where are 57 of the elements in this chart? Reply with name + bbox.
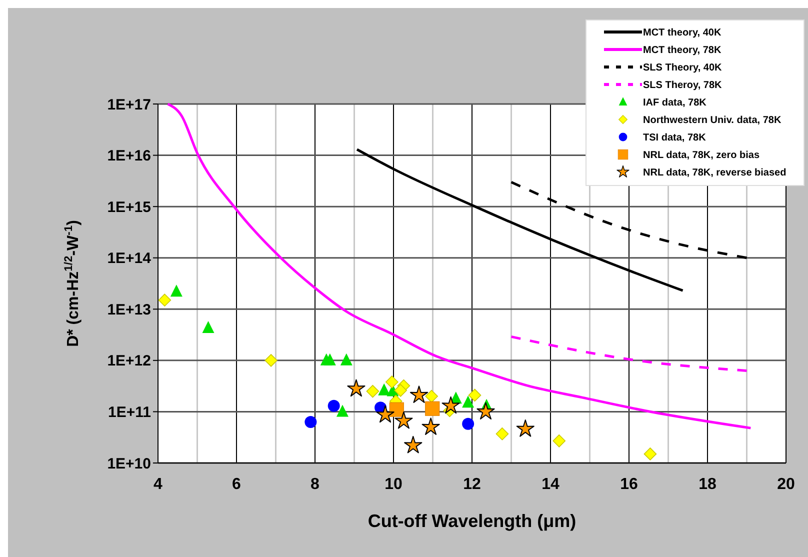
point xyxy=(324,353,336,366)
point xyxy=(462,418,474,430)
y-tick-label: 1E+12 xyxy=(107,352,151,370)
x-tick-label: 10 xyxy=(384,476,402,493)
point xyxy=(340,353,352,366)
y-tick-label: 1E+14 xyxy=(107,250,152,268)
x-tick-label: 20 xyxy=(777,476,795,493)
point xyxy=(386,376,398,388)
point xyxy=(328,400,340,412)
point xyxy=(422,418,440,435)
point xyxy=(378,383,390,396)
x-tick-label: 6 xyxy=(232,476,242,493)
legend-label: SLS Theory, 40K xyxy=(643,62,723,74)
point xyxy=(442,396,460,414)
point xyxy=(394,411,413,429)
point xyxy=(468,388,482,402)
y-tick-label: 1E+16 xyxy=(107,148,151,165)
legend-label: NRL data, 78K, reverse biased xyxy=(643,168,786,178)
legend-label: MCT theory, 40K xyxy=(643,28,722,38)
legend-label: IAF data, 78K xyxy=(643,98,708,108)
point xyxy=(425,390,438,403)
x-tick-label: 16 xyxy=(620,476,638,493)
point xyxy=(366,384,380,398)
x-tick-label: 8 xyxy=(310,476,320,493)
point xyxy=(347,379,366,397)
point xyxy=(264,354,278,367)
x-tick-label: 4 xyxy=(154,476,163,493)
point xyxy=(394,384,407,397)
legend-label: NRL data, 78K, zero bias xyxy=(643,150,760,161)
legend-label: Northwestern Univ. data, 78K xyxy=(643,115,782,126)
point xyxy=(462,396,474,408)
x-tick-label: 12 xyxy=(463,476,481,493)
y-tick-label: 1E+15 xyxy=(107,198,151,216)
y-tick-label: 1E+10 xyxy=(107,455,151,472)
point xyxy=(304,416,317,428)
point xyxy=(410,386,428,403)
point xyxy=(476,402,495,420)
legend-label: TSI data, 78K xyxy=(643,132,707,144)
point xyxy=(496,427,509,440)
legend-label: MCT theory, 78K xyxy=(643,45,722,56)
point xyxy=(170,284,182,297)
y-tick-label: 1E+13 xyxy=(107,301,151,318)
x-tick-label: 14 xyxy=(542,476,560,493)
x-tick-label: 18 xyxy=(698,476,716,493)
point xyxy=(552,434,566,448)
point xyxy=(376,405,394,423)
y-tick-label: 1E+11 xyxy=(108,404,151,421)
point xyxy=(336,404,348,417)
legend-label: SLS Theroy, 78K xyxy=(643,80,723,91)
point xyxy=(202,320,214,333)
point xyxy=(425,401,440,416)
x-axis-title: Cut-off Wavelength (μm) xyxy=(368,511,576,531)
point xyxy=(404,436,422,454)
point xyxy=(158,294,172,307)
y-tick-label: 1E+17 xyxy=(107,96,151,114)
point xyxy=(516,420,534,437)
point xyxy=(644,448,657,460)
